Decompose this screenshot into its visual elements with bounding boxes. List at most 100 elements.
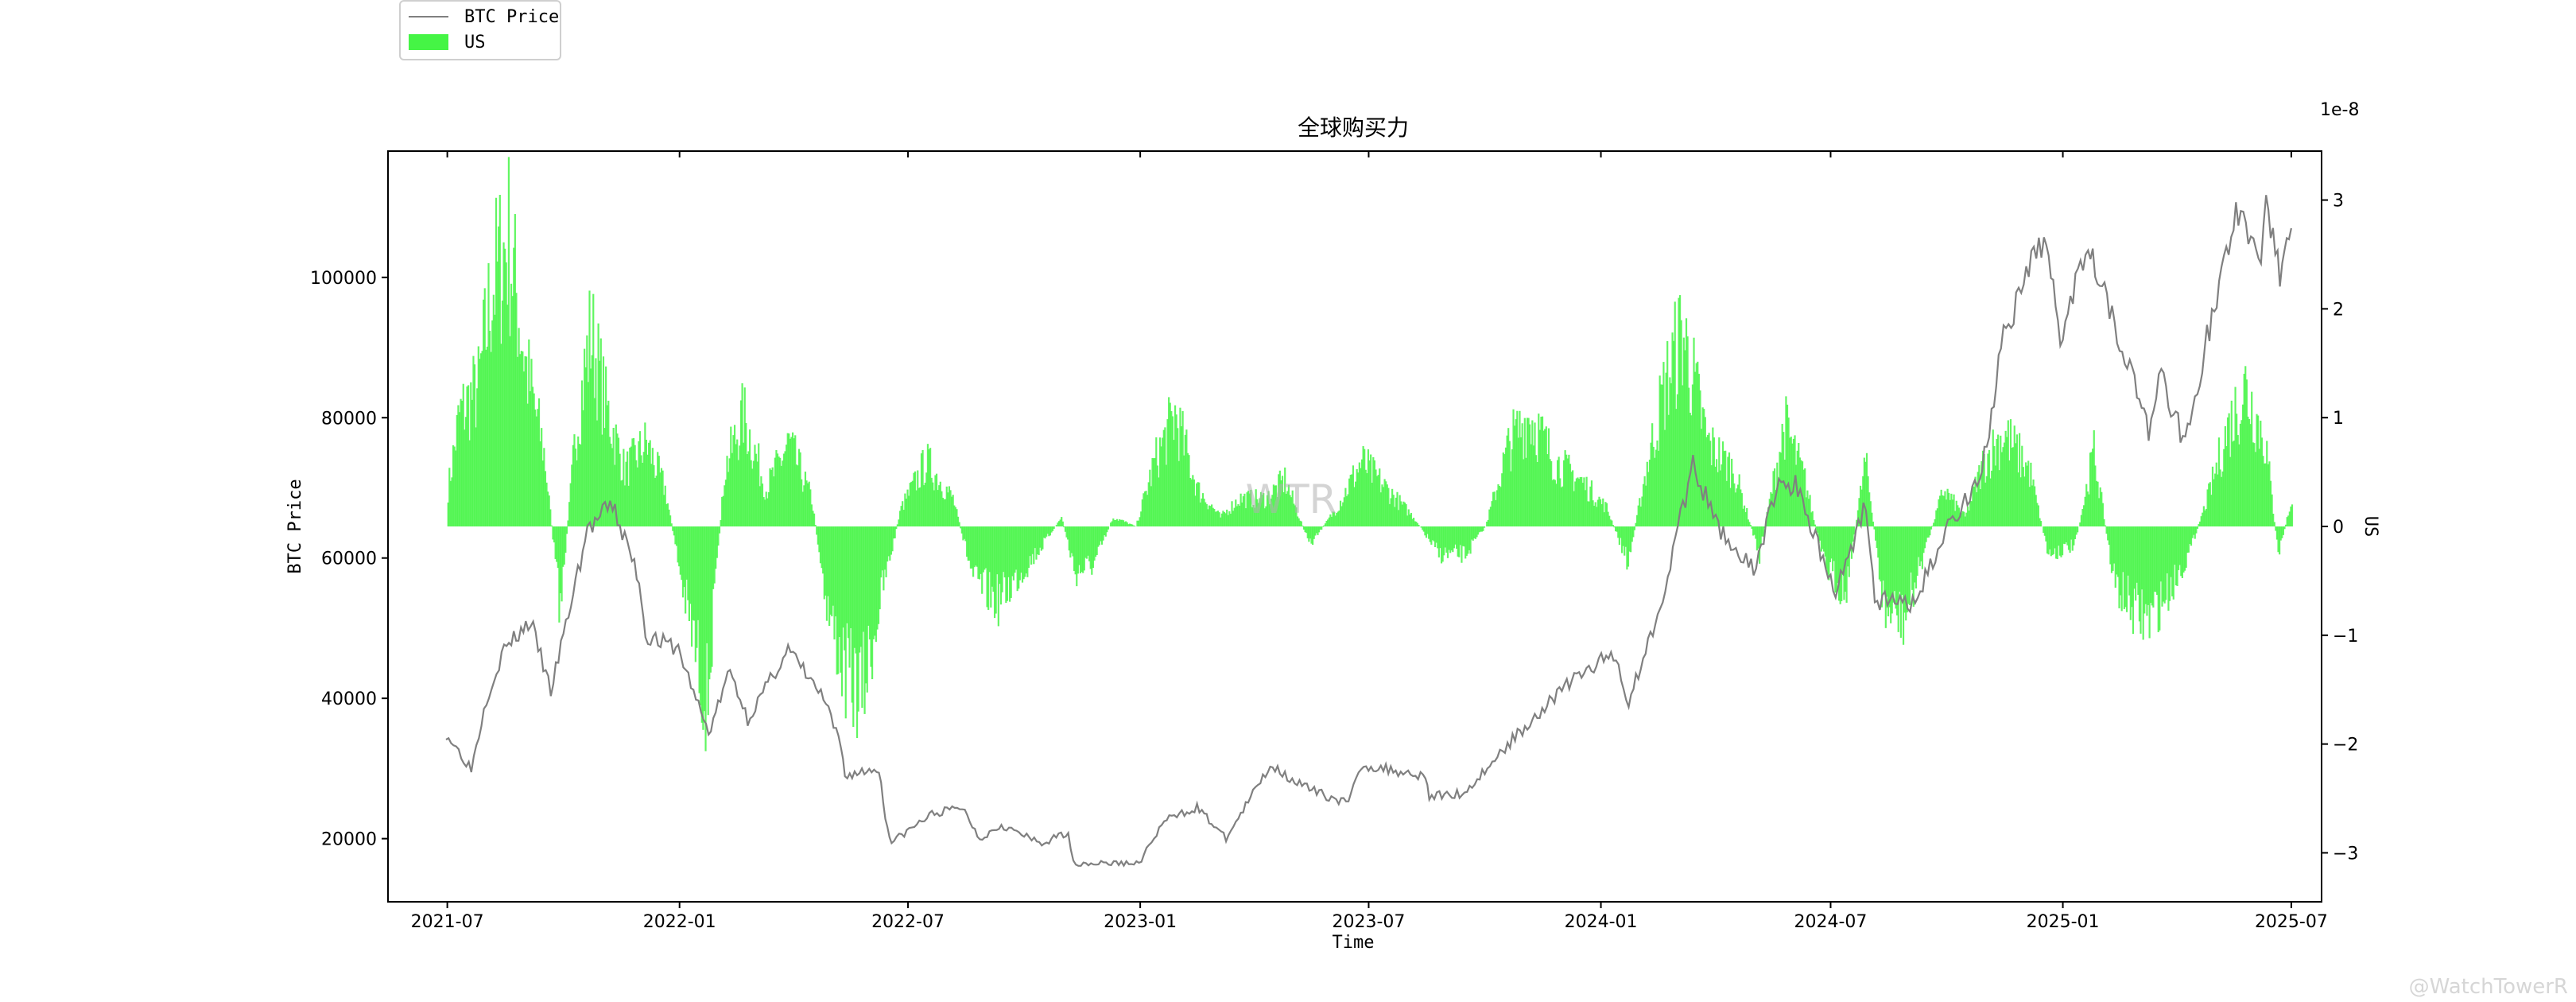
- us-bar: [1768, 499, 1771, 526]
- us-bar: [627, 451, 629, 526]
- us-bar: [865, 526, 867, 684]
- us-bar: [1252, 504, 1255, 526]
- us-bar: [1139, 517, 1141, 526]
- us-bar: [1753, 526, 1755, 535]
- us-bar: [750, 460, 752, 526]
- us-bar: [947, 492, 949, 526]
- us-bar: [519, 354, 522, 526]
- us-bar: [1257, 503, 1259, 526]
- us-bar: [1905, 526, 1907, 621]
- us-bar: [769, 468, 771, 526]
- us-bar: [486, 346, 489, 526]
- us-bar: [788, 433, 790, 526]
- us-bar: [2135, 526, 2137, 601]
- us-bar: [1963, 511, 1965, 526]
- us-bar: [2128, 526, 2131, 596]
- us-bar: [2011, 447, 2013, 526]
- us-bar: [1367, 449, 1370, 526]
- us-bar: [1338, 510, 1340, 526]
- us-bar: [920, 453, 923, 526]
- us-bar: [2090, 452, 2093, 526]
- us-bar: [1059, 519, 1061, 526]
- us-bar: [1189, 478, 1192, 526]
- us-bar: [2234, 386, 2237, 526]
- us-bar: [952, 495, 954, 526]
- us-bar: [631, 438, 634, 526]
- us-bar: [1024, 526, 1026, 577]
- us-bar: [677, 526, 679, 563]
- y-right-tick-label: 1: [2333, 409, 2344, 429]
- us-bar: [1130, 523, 1132, 526]
- us-bar: [1353, 487, 1356, 526]
- y-right-tick-label: −2: [2333, 736, 2358, 755]
- us-bar: [1705, 437, 1708, 526]
- us-bar: [1201, 493, 1205, 526]
- us-bar: [1233, 507, 1236, 526]
- us-bar: [1955, 500, 1957, 526]
- us-bar: [1476, 526, 1478, 538]
- us-bar: [1010, 526, 1012, 598]
- us-bar: [1209, 506, 1212, 526]
- us-bar: [554, 526, 557, 559]
- us-bar: [1526, 418, 1529, 526]
- us-bar: [1207, 509, 1209, 526]
- us-bar: [1721, 464, 1723, 526]
- us-bar: [1355, 481, 1357, 526]
- us-bar: [2165, 526, 2167, 600]
- us-bar: [1880, 526, 1884, 608]
- us-bar: [1194, 495, 1197, 526]
- us-bar: [1110, 522, 1112, 526]
- us-bar: [601, 434, 603, 526]
- us-bar: [2190, 526, 2193, 546]
- us-bar: [2262, 456, 2264, 526]
- us-bar: [1137, 520, 1140, 526]
- us-bar: [1560, 487, 1562, 526]
- us-bar: [2120, 526, 2123, 612]
- us-bar: [2209, 482, 2211, 526]
- us-bar: [1428, 526, 1430, 539]
- us-bar: [673, 526, 675, 536]
- us-bar: [1906, 526, 1908, 613]
- us-bar: [2101, 503, 2104, 526]
- us-bar: [2213, 479, 2215, 526]
- us-bar: [900, 506, 902, 526]
- us-bar: [1294, 505, 1296, 526]
- us-bar: [1011, 526, 1014, 577]
- us-bar: [1128, 523, 1131, 526]
- us-bar: [1920, 526, 1922, 561]
- us-bar: [2221, 476, 2223, 526]
- us-bar: [2272, 513, 2275, 526]
- us-bar: [1198, 482, 1201, 526]
- us-bar: [603, 428, 606, 526]
- us-bar: [1349, 475, 1352, 526]
- us-bar: [1911, 526, 1914, 590]
- us-bar: [1247, 490, 1250, 526]
- us-bar: [487, 262, 490, 526]
- us-bar: [1665, 372, 1667, 526]
- us-bar: [1232, 511, 1235, 526]
- us-bar: [1519, 437, 1523, 526]
- us-bar: [1740, 493, 1743, 526]
- us-bar: [1852, 526, 1854, 542]
- us-bar: [1515, 419, 1517, 526]
- us-bar: [1401, 504, 1403, 526]
- us-bar: [660, 468, 663, 526]
- us-bar: [1699, 390, 1701, 526]
- us-bar: [2116, 526, 2120, 577]
- us-bar: [623, 449, 625, 526]
- us-bar: [1272, 484, 1274, 526]
- us-bar: [2191, 526, 2194, 538]
- us-bar: [2199, 521, 2202, 526]
- us-bar: [638, 431, 642, 526]
- us-bar: [1164, 427, 1166, 526]
- us-bar: [1356, 468, 1358, 526]
- us-bar: [1309, 526, 1312, 539]
- us-bar: [2247, 416, 2249, 526]
- us-bar: [1254, 507, 1256, 526]
- us-bar: [1654, 457, 1656, 526]
- us-bar: [1660, 384, 1662, 526]
- us-bar: [805, 480, 808, 526]
- us-bar: [2162, 526, 2165, 602]
- us-bar: [1693, 337, 1695, 526]
